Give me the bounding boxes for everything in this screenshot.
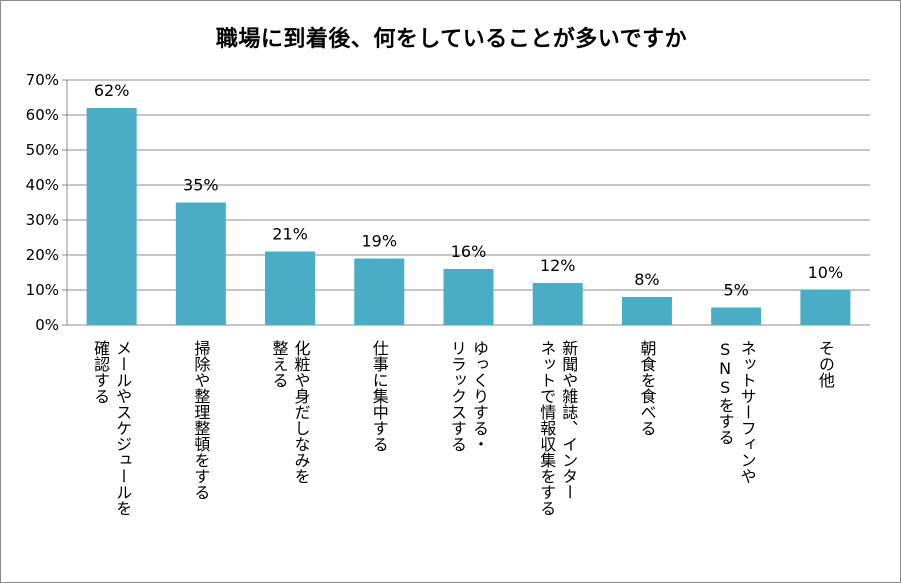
bar [443,269,494,325]
bar [800,290,851,325]
data-label: 5% [723,281,748,300]
data-label: 21% [272,225,308,244]
data-label: 16% [451,242,487,261]
data-label: 10% [808,263,844,282]
category-label: 整える [270,340,289,388]
data-label: 8% [634,270,659,289]
y-tick-label: 50% [26,141,59,159]
category-label: 仕事に集中する [370,340,389,452]
bar [621,297,672,325]
y-tick-label: 30% [26,211,59,229]
y-tick-label: 40% [26,176,59,194]
y-tick-label: 20% [26,246,59,264]
y-tick-label: 0% [35,316,59,334]
chart-title: 職場に到着後、何をしていることが多いですか [215,27,688,52]
bar [86,108,137,325]
category-label: 掃除や整理整頓をする [191,340,210,500]
data-label: 35% [183,176,219,195]
bar [532,283,583,325]
data-label: 19% [361,232,397,251]
category-label: ネットサーフィンや [738,340,757,484]
category-label: 新聞や雑誌、インター [559,340,578,500]
category-label: メールやスケジュールを [113,340,132,516]
category-label: リラックスする [448,340,467,452]
category-label: 朝食を食べる [637,340,656,436]
category-label: SNSをする [716,340,735,445]
category-label: ネットで情報収集をする [537,340,556,516]
category-label: その他 [816,340,835,389]
y-tick-label: 70% [26,71,59,89]
data-label: 12% [540,256,576,275]
bar [354,258,405,325]
y-tick-label: 10% [26,281,59,299]
category-label: 化粧や身だしなみを [292,340,311,484]
bar [711,307,762,325]
data-label: 62% [94,81,130,100]
category-label: ゆっくりする・ [470,340,489,452]
bar [175,202,226,325]
y-tick-label: 60% [26,106,59,124]
category-label: 確認する [91,340,110,404]
bar [265,251,316,325]
